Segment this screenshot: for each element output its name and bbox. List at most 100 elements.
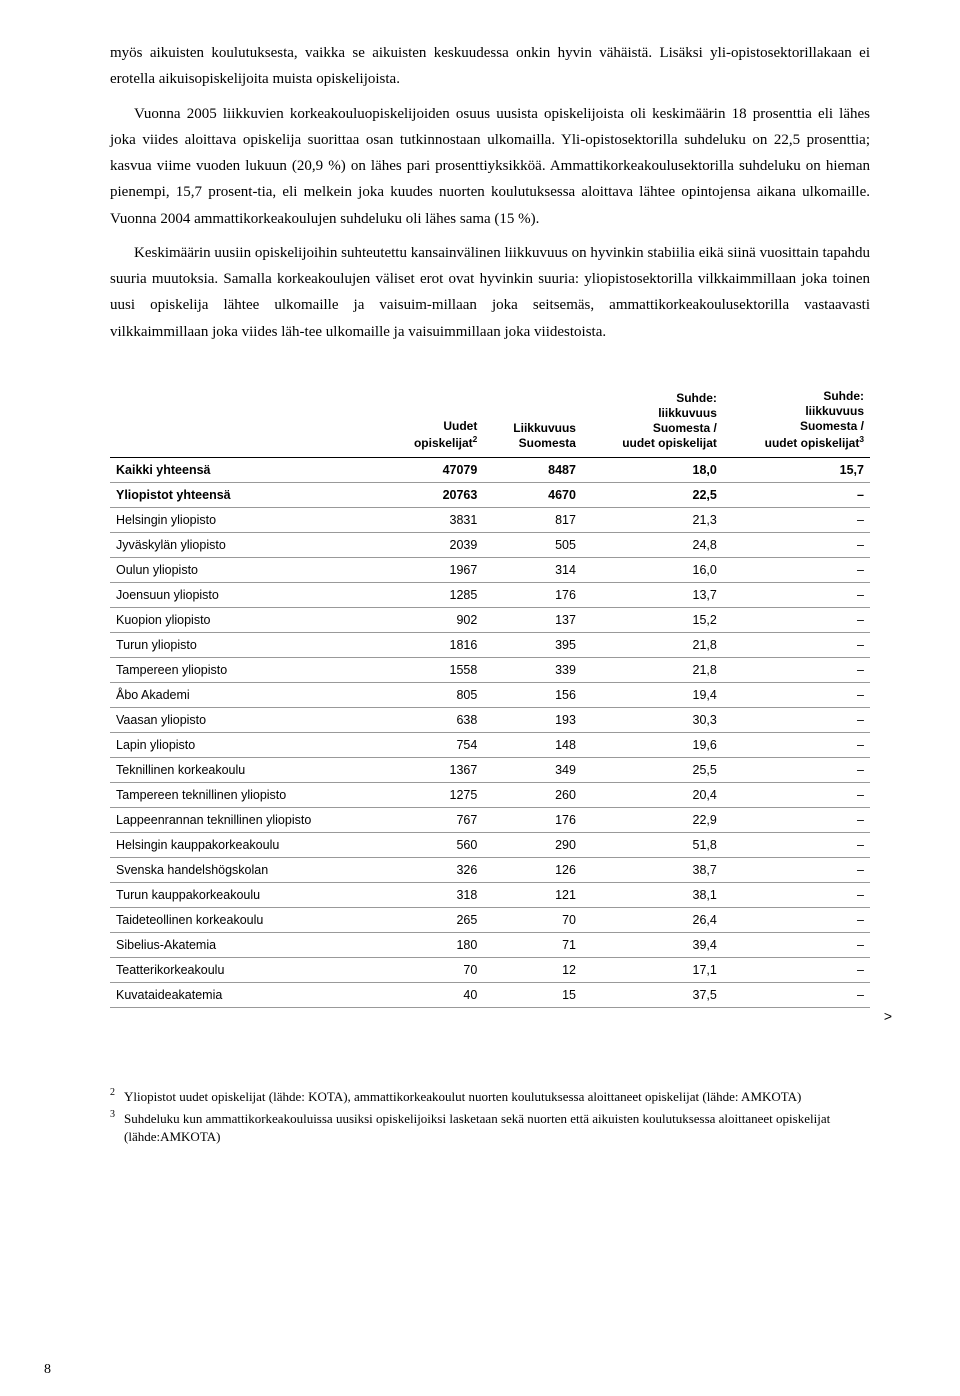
cell-liikkuvuus: 137 — [483, 607, 582, 632]
cell-uudet: 767 — [384, 807, 484, 832]
header-col-liikkuvuus: Liikkuvuus Suomesta — [483, 385, 582, 458]
table-row: Turun kauppakorkeakoulu31812138,1– — [110, 882, 870, 907]
cell-name: Kaikki yhteensä — [110, 457, 384, 482]
table-row: Jyväskylän yliopisto203950524,8– — [110, 532, 870, 557]
table-row: Vaasan yliopisto63819330,3– — [110, 707, 870, 732]
table-row: Svenska handelshögskolan32612638,7– — [110, 857, 870, 882]
cell-name: Vaasan yliopisto — [110, 707, 384, 732]
cell-uudet: 2039 — [384, 532, 484, 557]
header-col-suhde2: Suhde: liikkuvuus Suomesta / uudet opisk… — [723, 385, 870, 458]
cell-uudet: 1816 — [384, 632, 484, 657]
cell-liikkuvuus: 148 — [483, 732, 582, 757]
cell-suhde2: – — [723, 932, 870, 957]
cell-suhde1: 22,9 — [582, 807, 723, 832]
paragraph-2: Vuonna 2005 liikkuvien korkeakouluopiske… — [110, 101, 870, 232]
cell-name: Lapin yliopisto — [110, 732, 384, 757]
cell-name: Lappeenrannan teknillinen yliopisto — [110, 807, 384, 832]
cell-suhde1: 16,0 — [582, 557, 723, 582]
cell-uudet: 754 — [384, 732, 484, 757]
paragraph-3: Keskimäärin uusiin opiskelijoihin suhteu… — [110, 240, 870, 345]
cell-uudet: 3831 — [384, 507, 484, 532]
data-table-wrapper: Uudet opiskelijat2 Liikkuvuus Suomesta S… — [110, 385, 870, 1008]
cell-liikkuvuus: 505 — [483, 532, 582, 557]
cell-name: Yliopistot yhteensä — [110, 482, 384, 507]
cell-liikkuvuus: 156 — [483, 682, 582, 707]
cell-liikkuvuus: 121 — [483, 882, 582, 907]
footnotes: 2 Yliopistot uudet opiskelijat (lähde: K… — [110, 1088, 870, 1147]
cell-suhde1: 19,4 — [582, 682, 723, 707]
cell-liikkuvuus: 314 — [483, 557, 582, 582]
cell-suhde1: 26,4 — [582, 907, 723, 932]
cell-suhde1: 37,5 — [582, 982, 723, 1007]
cell-suhde2: – — [723, 982, 870, 1007]
table-row: Yliopistot yhteensä20763467022,5– — [110, 482, 870, 507]
cell-liikkuvuus: 339 — [483, 657, 582, 682]
cell-name: Tampereen yliopisto — [110, 657, 384, 682]
table-row: Lapin yliopisto75414819,6– — [110, 732, 870, 757]
cell-suhde1: 22,5 — [582, 482, 723, 507]
table-header-row: Uudet opiskelijat2 Liikkuvuus Suomesta S… — [110, 385, 870, 458]
cell-suhde2: – — [723, 482, 870, 507]
cell-suhde1: 13,7 — [582, 582, 723, 607]
cell-suhde1: 20,4 — [582, 782, 723, 807]
cell-name: Taideteollinen korkeakoulu — [110, 907, 384, 932]
cell-suhde1: 39,4 — [582, 932, 723, 957]
cell-suhde1: 38,7 — [582, 857, 723, 882]
cell-name: Svenska handelshögskolan — [110, 857, 384, 882]
cell-name: Turun yliopisto — [110, 632, 384, 657]
cell-suhde2: – — [723, 957, 870, 982]
table-row: Lappeenrannan teknillinen yliopisto76717… — [110, 807, 870, 832]
cell-suhde2: – — [723, 707, 870, 732]
cell-suhde2: – — [723, 882, 870, 907]
cell-suhde1: 30,3 — [582, 707, 723, 732]
table-row: Helsingin kauppakorkeakoulu56029051,8– — [110, 832, 870, 857]
table-row: Kuvataideakatemia401537,5– — [110, 982, 870, 1007]
table-row: Åbo Akademi80515619,4– — [110, 682, 870, 707]
cell-uudet: 20763 — [384, 482, 484, 507]
cell-suhde2: 15,7 — [723, 457, 870, 482]
cell-uudet: 265 — [384, 907, 484, 932]
cell-suhde2: – — [723, 757, 870, 782]
table-row: Sibelius-Akatemia1807139,4– — [110, 932, 870, 957]
cell-suhde2: – — [723, 857, 870, 882]
cell-uudet: 1558 — [384, 657, 484, 682]
cell-suhde2: – — [723, 582, 870, 607]
table-row: Teatterikorkeakoulu701217,1– — [110, 957, 870, 982]
cell-name: Helsingin yliopisto — [110, 507, 384, 532]
cell-uudet: 70 — [384, 957, 484, 982]
cell-liikkuvuus: 70 — [483, 907, 582, 932]
cell-liikkuvuus: 260 — [483, 782, 582, 807]
footnote-3: 3 Suhdeluku kun ammattikorkeakouluissa u… — [110, 1110, 870, 1146]
cell-uudet: 1367 — [384, 757, 484, 782]
cell-suhde1: 15,2 — [582, 607, 723, 632]
cell-suhde2: – — [723, 907, 870, 932]
cell-suhde1: 21,8 — [582, 657, 723, 682]
table-row: Joensuun yliopisto128517613,7– — [110, 582, 870, 607]
cell-uudet: 902 — [384, 607, 484, 632]
cell-name: Teknillinen korkeakoulu — [110, 757, 384, 782]
table-row: Oulun yliopisto196731416,0– — [110, 557, 870, 582]
cell-suhde1: 25,5 — [582, 757, 723, 782]
cell-name: Joensuun yliopisto — [110, 582, 384, 607]
cell-liikkuvuus: 349 — [483, 757, 582, 782]
cell-suhde2: – — [723, 607, 870, 632]
cell-uudet: 47079 — [384, 457, 484, 482]
continue-arrow-icon: > — [884, 1008, 892, 1024]
header-col-name — [110, 385, 384, 458]
cell-uudet: 326 — [384, 857, 484, 882]
cell-suhde1: 38,1 — [582, 882, 723, 907]
table-row: Taideteollinen korkeakoulu2657026,4– — [110, 907, 870, 932]
table-body: Kaikki yhteensä47079848718,015,7Yliopist… — [110, 457, 870, 1007]
cell-liikkuvuus: 395 — [483, 632, 582, 657]
paragraph-1: myös aikuisten koulutuksesta, vaikka se … — [110, 40, 870, 93]
table-row: Turun yliopisto181639521,8– — [110, 632, 870, 657]
cell-suhde2: – — [723, 732, 870, 757]
cell-suhde1: 21,8 — [582, 632, 723, 657]
table-row: Kuopion yliopisto90213715,2– — [110, 607, 870, 632]
cell-suhde1: 17,1 — [582, 957, 723, 982]
cell-uudet: 638 — [384, 707, 484, 732]
table-row: Tampereen teknillinen yliopisto127526020… — [110, 782, 870, 807]
cell-liikkuvuus: 176 — [483, 807, 582, 832]
cell-liikkuvuus: 193 — [483, 707, 582, 732]
cell-suhde1: 19,6 — [582, 732, 723, 757]
